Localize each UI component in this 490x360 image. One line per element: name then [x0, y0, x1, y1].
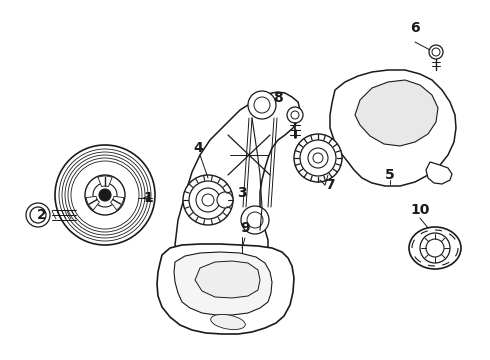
Polygon shape [195, 261, 260, 298]
Circle shape [426, 239, 444, 257]
Circle shape [217, 192, 233, 208]
Circle shape [429, 45, 443, 59]
Text: 8: 8 [273, 91, 283, 105]
Circle shape [30, 207, 46, 223]
Circle shape [294, 134, 342, 182]
Polygon shape [157, 244, 294, 334]
Text: 9: 9 [240, 221, 250, 235]
Circle shape [287, 107, 303, 123]
Circle shape [99, 189, 111, 201]
Circle shape [93, 183, 117, 207]
Text: 10: 10 [410, 203, 430, 217]
Circle shape [291, 111, 299, 119]
Text: 3: 3 [237, 186, 247, 200]
Polygon shape [174, 252, 272, 315]
Ellipse shape [211, 315, 245, 329]
Circle shape [62, 152, 148, 238]
Circle shape [59, 149, 151, 241]
Polygon shape [330, 70, 456, 186]
Circle shape [432, 48, 440, 56]
Circle shape [71, 161, 139, 229]
Polygon shape [111, 196, 124, 210]
Polygon shape [426, 162, 452, 184]
Circle shape [65, 155, 145, 235]
Circle shape [308, 148, 328, 168]
Text: 5: 5 [385, 168, 395, 182]
Circle shape [241, 206, 269, 234]
Text: 6: 6 [410, 21, 420, 35]
Circle shape [26, 203, 50, 227]
Circle shape [202, 194, 214, 206]
Circle shape [189, 181, 227, 219]
Circle shape [196, 188, 220, 212]
Circle shape [55, 145, 155, 245]
Circle shape [68, 158, 142, 232]
Text: 7: 7 [325, 178, 335, 192]
Circle shape [420, 233, 450, 263]
Polygon shape [355, 80, 438, 146]
Circle shape [300, 140, 336, 176]
Polygon shape [86, 196, 99, 210]
Text: 1: 1 [143, 191, 153, 205]
Circle shape [247, 212, 263, 228]
Circle shape [85, 175, 125, 215]
Polygon shape [175, 92, 300, 254]
Polygon shape [98, 176, 112, 186]
Circle shape [313, 153, 323, 163]
Circle shape [248, 91, 276, 119]
Ellipse shape [409, 227, 461, 269]
Text: 2: 2 [37, 208, 47, 222]
Circle shape [183, 175, 233, 225]
Circle shape [254, 97, 270, 113]
Text: 4: 4 [193, 141, 203, 155]
